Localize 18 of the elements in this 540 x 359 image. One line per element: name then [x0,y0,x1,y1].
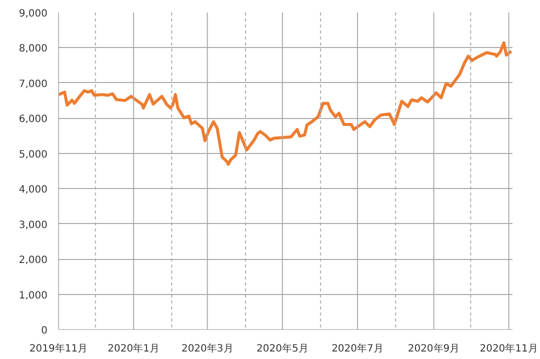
y-tick-label: 5,000 [18,149,48,160]
y-tick-label: 9,000 [18,8,48,20]
x-tick-label: 2020年1月 [108,342,160,354]
line-series [58,41,512,166]
y-tick-label: 1,000 [18,290,48,302]
y-tick-label: 7,000 [18,78,48,90]
x-tick-label: 2020年3月 [181,342,234,354]
y-tick-label: 6,000 [18,114,48,126]
y-tick-label: 8,000 [18,44,48,55]
x-tick-label: 2020年5月 [256,342,308,354]
x-tick-label: 2020年11月 [480,342,538,354]
x-tick-label: 2020年7月 [332,342,384,354]
x-tick-label: 2020年9月 [408,342,460,354]
y-tick-label: 3,000 [18,220,48,231]
x-tick-label: 2019年11月 [29,342,88,354]
y-tick-label: 4,000 [18,184,48,196]
y-tick-label: 0 [41,326,48,336]
y-tick-label: 2,000 [18,255,48,266]
